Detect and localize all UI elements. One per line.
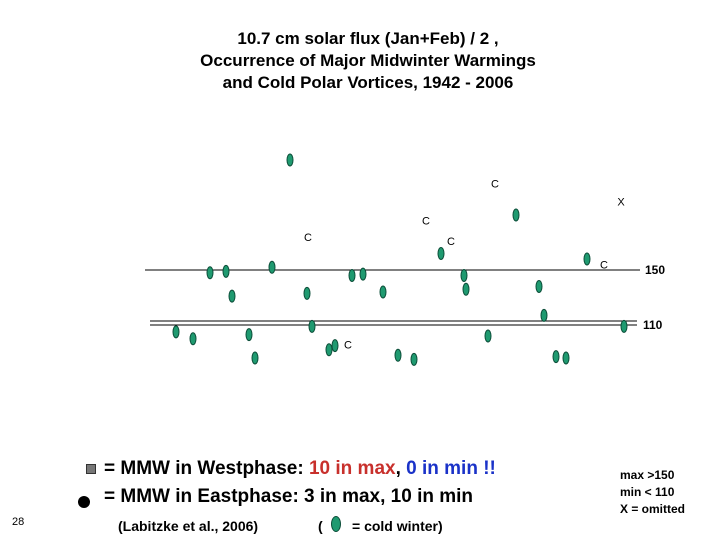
data-point: [286, 153, 294, 167]
citation: (Labitzke et al., 2006): [118, 518, 259, 534]
scatter-plot: 150 110 C X C C C C C: [145, 153, 665, 366]
data-point: [512, 208, 520, 222]
letter-marker: C: [344, 339, 352, 351]
data-point: [303, 286, 311, 300]
data-point: [460, 269, 468, 282]
data-point: [379, 285, 387, 299]
dot-marker-icon: [78, 496, 90, 508]
note-omitted: X = omitted: [620, 502, 686, 516]
data-point: [228, 289, 236, 303]
chart-title: 10.7 cm solar flux (Jan+Feb) / 2 , Occur…: [150, 28, 586, 94]
note-min: min < 110: [620, 485, 675, 499]
data-point: [437, 247, 445, 260]
data-point: [552, 350, 560, 364]
data-point: [620, 319, 628, 333]
legend-westphase-min: 0 in min !!: [406, 458, 496, 479]
cold-winter-paren: (: [318, 518, 323, 534]
data-point: [222, 264, 230, 278]
data-point: [308, 319, 316, 333]
legend-westphase-sep: ,: [395, 458, 407, 479]
data-point: [359, 267, 367, 281]
letter-marker: C: [422, 216, 430, 228]
reference-line-label-150: 150: [645, 263, 665, 277]
data-point: [251, 351, 259, 365]
note-max: max >150: [620, 468, 675, 482]
square-marker-icon: [86, 464, 96, 474]
page-number: 28: [12, 516, 25, 528]
data-point: [410, 352, 418, 366]
letter-marker: X: [617, 196, 625, 208]
data-point: [583, 252, 591, 266]
legend-westphase-prefix: = MMW in Westphase:: [104, 458, 309, 479]
data-point: [484, 329, 492, 343]
title-line-2: Occurrence of Major Midwinter Warmings: [200, 51, 536, 70]
data-point: [245, 328, 253, 342]
legend-westphase: = MMW in Westphase: 10 in max, 0 in min …: [104, 458, 496, 480]
legend-eastphase: = MMW in Eastphase: 3 in max, 10 in min: [104, 486, 474, 507]
data-point: [394, 348, 402, 362]
title-line-1: 10.7 cm solar flux (Jan+Feb) / 2 ,: [237, 29, 499, 48]
cold-winter-label: = cold winter): [352, 518, 443, 534]
letter-marker: C: [447, 236, 455, 248]
letter-marker: C: [491, 178, 499, 190]
reference-line-label-110: 110: [643, 318, 663, 332]
data-point: [268, 260, 276, 274]
letter-marker: C: [304, 232, 312, 244]
data-point: [325, 343, 333, 357]
data-point: [331, 339, 339, 353]
data-point: [540, 308, 548, 322]
title-line-3: and Cold Polar Vortices, 1942 - 2006: [222, 73, 514, 92]
data-point: [348, 269, 356, 282]
data-point: [462, 282, 470, 296]
data-point: [562, 351, 570, 365]
cold-winter-marker-icon: [331, 516, 341, 532]
data-point: [535, 280, 543, 293]
data-point: [172, 325, 180, 339]
legend-westphase-max: 10 in max: [308, 458, 396, 479]
letter-marker: C: [600, 260, 608, 272]
data-point: [189, 332, 197, 346]
data-point: [206, 266, 214, 280]
